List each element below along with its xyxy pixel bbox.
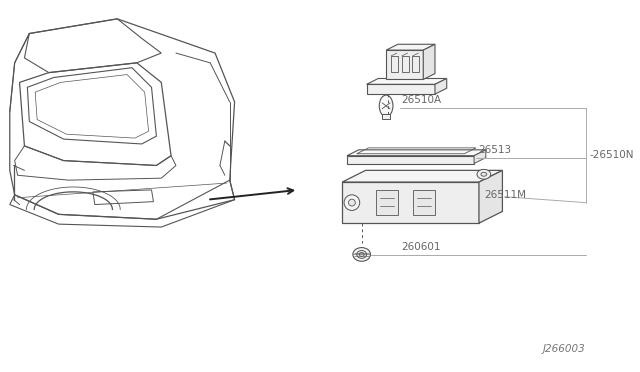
Polygon shape — [347, 150, 486, 156]
Polygon shape — [386, 50, 423, 80]
Polygon shape — [342, 182, 479, 223]
Text: 260601: 260601 — [402, 243, 441, 253]
Polygon shape — [479, 170, 502, 223]
Ellipse shape — [477, 169, 491, 179]
Polygon shape — [382, 114, 390, 119]
Ellipse shape — [359, 253, 364, 256]
Text: -26510N: -26510N — [589, 150, 634, 160]
Polygon shape — [367, 78, 447, 84]
Ellipse shape — [481, 172, 487, 176]
Polygon shape — [413, 190, 435, 215]
Ellipse shape — [348, 199, 355, 206]
Polygon shape — [347, 156, 474, 164]
Ellipse shape — [356, 250, 367, 258]
Polygon shape — [474, 150, 486, 164]
Polygon shape — [367, 84, 435, 94]
Polygon shape — [342, 170, 502, 182]
Polygon shape — [376, 190, 398, 215]
Text: 26510A: 26510A — [402, 95, 442, 105]
Polygon shape — [386, 44, 435, 50]
Polygon shape — [435, 78, 447, 94]
Ellipse shape — [353, 248, 371, 261]
Text: 26513: 26513 — [478, 145, 511, 155]
Ellipse shape — [344, 195, 360, 211]
Text: J266003: J266003 — [543, 344, 585, 354]
Polygon shape — [423, 44, 435, 80]
Ellipse shape — [380, 95, 393, 116]
Text: 26511M: 26511M — [484, 190, 526, 200]
